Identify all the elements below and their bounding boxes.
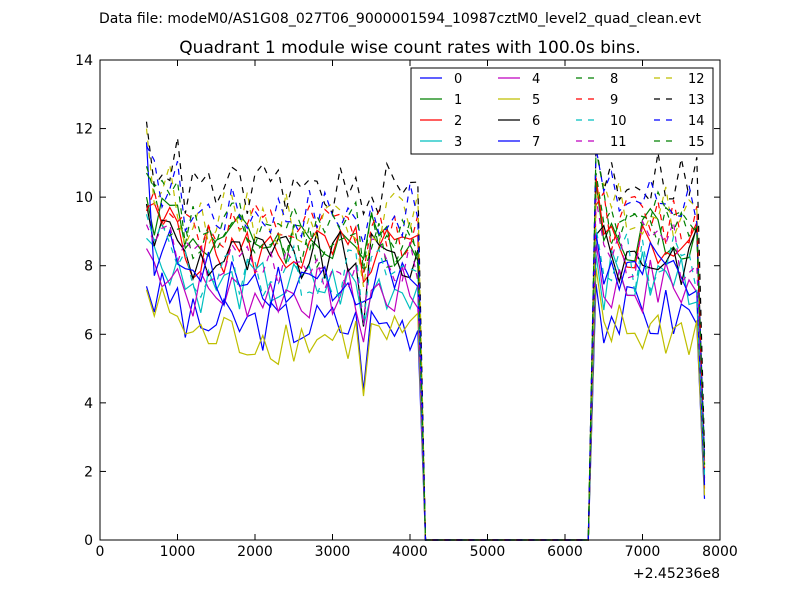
legend-label-10: 10 bbox=[610, 114, 627, 129]
x-tick-label: 7000 bbox=[625, 544, 661, 560]
x-tick-label: 1000 bbox=[160, 544, 196, 560]
legend-label-8: 8 bbox=[610, 72, 618, 87]
series-line-10 bbox=[145, 214, 706, 541]
plot-lines bbox=[145, 121, 706, 541]
y-tick-label: 14 bbox=[75, 53, 93, 69]
series-line-12 bbox=[145, 128, 706, 541]
series-line-0 bbox=[145, 272, 706, 541]
legend-label-13: 13 bbox=[688, 93, 705, 108]
y-tick-label: 10 bbox=[75, 190, 93, 206]
chart-title: Quadrant 1 module wise count rates with … bbox=[179, 38, 640, 58]
series-line-14 bbox=[145, 145, 706, 541]
legend-label-15: 15 bbox=[688, 135, 705, 150]
legend-frame bbox=[410, 67, 714, 155]
y-tick-label: 0 bbox=[84, 533, 93, 549]
x-tick-label: 4000 bbox=[392, 544, 428, 560]
legend-label-1: 1 bbox=[454, 93, 462, 108]
series-line-9 bbox=[145, 188, 706, 541]
series-line-8 bbox=[145, 166, 706, 541]
x-tick-label: 0 bbox=[96, 544, 105, 560]
x-tick-label: 3000 bbox=[315, 544, 351, 560]
x-tick-label: 6000 bbox=[547, 544, 583, 560]
x-tick-label: 5000 bbox=[470, 544, 506, 560]
y-tick-label: 6 bbox=[84, 327, 93, 343]
legend-label-0: 0 bbox=[454, 72, 462, 87]
legend-label-9: 9 bbox=[610, 93, 618, 108]
series-line-11 bbox=[145, 198, 706, 541]
series-line-5 bbox=[145, 267, 706, 541]
legend-label-12: 12 bbox=[688, 72, 705, 87]
legend-label-11: 11 bbox=[610, 135, 627, 150]
legend-label-2: 2 bbox=[454, 114, 462, 129]
series-line-13 bbox=[145, 121, 706, 541]
x-tick-label: 2000 bbox=[237, 544, 273, 560]
y-tick-label: 2 bbox=[84, 464, 93, 480]
legend-label-5: 5 bbox=[532, 93, 540, 108]
legend-label-7: 7 bbox=[532, 135, 540, 150]
y-tick-label: 4 bbox=[84, 396, 93, 412]
chart-suptitle: Data file: modeM0/AS1G08_027T06_90000015… bbox=[99, 11, 701, 27]
x-axis: 0 1000 2000 3000 4000 5000 6000 7000 8000 bbox=[96, 60, 738, 560]
series-line-7 bbox=[145, 142, 706, 541]
legend-label-14: 14 bbox=[688, 114, 705, 129]
legend-label-3: 3 bbox=[454, 135, 462, 150]
y-tick-label: 12 bbox=[75, 122, 93, 138]
x-offset-label: +2.45236e8 bbox=[633, 566, 720, 582]
series-line-15 bbox=[145, 149, 706, 541]
x-tick-label: 8000 bbox=[702, 544, 738, 560]
y-tick-label: 8 bbox=[84, 259, 93, 275]
legend-label-6: 6 bbox=[532, 114, 540, 129]
legend-label-4: 4 bbox=[532, 72, 540, 87]
